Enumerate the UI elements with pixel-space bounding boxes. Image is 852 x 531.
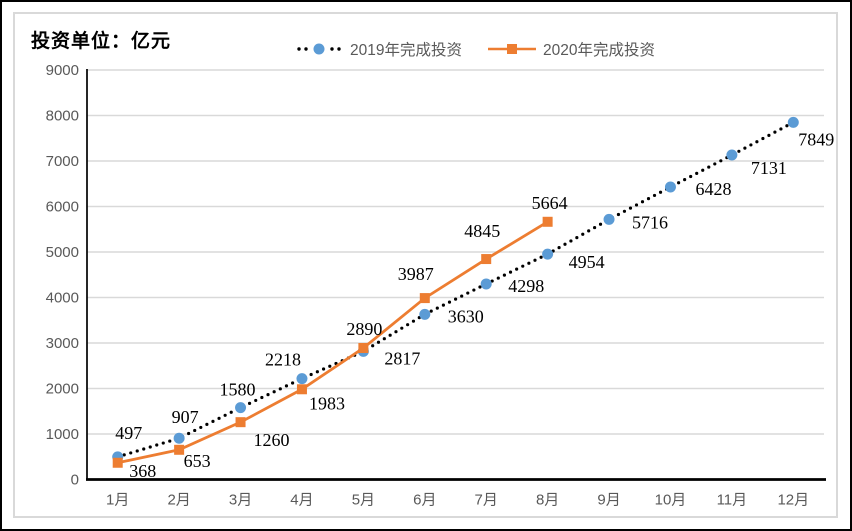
- xtick-label: 1月: [106, 492, 129, 509]
- data-point-marker: [603, 213, 615, 225]
- legend-label-2019: 2019年完成投资: [350, 42, 462, 59]
- data-point-marker: [726, 149, 738, 161]
- data-label: 368: [129, 461, 156, 481]
- ytick-label: 3000: [46, 335, 79, 352]
- xtick-label: 8月: [536, 492, 559, 509]
- ytick-label: 9000: [46, 62, 79, 79]
- data-label: 497: [115, 423, 142, 443]
- ytick-label: 8000: [46, 108, 79, 125]
- data-label: 907: [172, 407, 199, 427]
- data-point-marker: [542, 248, 554, 260]
- data-point-marker: [664, 181, 676, 193]
- data-label: 2890: [346, 319, 382, 339]
- legend-item-2019: 2019年完成投资: [295, 38, 462, 60]
- ytick-label: 1000: [46, 426, 79, 443]
- data-label: 4954: [569, 252, 605, 272]
- legend: 2019年完成投资 2020年完成投资: [295, 38, 655, 60]
- data-point-marker: [358, 343, 369, 354]
- xtick-label: 5月: [352, 492, 375, 509]
- xtick-label: 12月: [777, 492, 809, 509]
- ytick-label: 4000: [46, 290, 79, 307]
- ytick-label: 6000: [46, 199, 79, 216]
- ytick-label: 2000: [46, 381, 79, 398]
- data-label: 7131: [751, 158, 787, 178]
- series-line-2019年完成投资: [116, 120, 795, 459]
- data-label: 6428: [695, 179, 731, 199]
- data-label: 7849: [798, 129, 834, 149]
- data-point-marker: [235, 402, 247, 414]
- data-label: 3630: [448, 306, 484, 326]
- xtick-label: 7月: [475, 492, 498, 509]
- data-point-marker: [296, 384, 307, 395]
- ytick-label: 5000: [46, 244, 79, 261]
- data-label: 4298: [508, 276, 544, 296]
- series-line-2020年完成投资: [117, 220, 549, 465]
- xtick-label: 9月: [597, 492, 620, 509]
- data-point-marker: [174, 444, 185, 455]
- data-label: 1580: [220, 380, 256, 400]
- data-label: 2817: [384, 348, 420, 368]
- xtick-label: 10月: [655, 492, 687, 509]
- dotted-line-circle-marker-icon: [297, 43, 341, 55]
- legend-item-2020: 2020年完成投资: [487, 38, 655, 60]
- data-point-marker: [480, 278, 492, 290]
- data-point-marker: [173, 432, 185, 444]
- ytick-label: 0: [71, 472, 79, 489]
- data-point-marker: [112, 457, 123, 468]
- xtick-label: 6月: [413, 492, 436, 509]
- data-point-marker: [542, 216, 553, 227]
- data-label: 3987: [398, 264, 434, 284]
- xtick-label: 4月: [290, 492, 313, 509]
- data-label: 4845: [464, 221, 500, 241]
- solid-line-square-marker-icon: [487, 44, 536, 54]
- data-point-marker: [787, 116, 799, 128]
- data-label: 1260: [254, 430, 290, 450]
- xtick-label: 11月: [717, 492, 748, 509]
- data-label: 5716: [632, 212, 668, 232]
- data-point-marker: [481, 254, 492, 265]
- xtick-label: 2月: [167, 492, 190, 509]
- data-point-marker: [419, 308, 431, 320]
- data-label: 653: [184, 451, 211, 471]
- data-label: 1983: [309, 393, 345, 413]
- axis-unit-label: 投资单位：亿元: [31, 31, 172, 52]
- ytick-label: 7000: [46, 153, 79, 170]
- legend-label-2020: 2020年完成投资: [542, 42, 655, 59]
- xtick-label: 3月: [229, 492, 252, 509]
- data-label: 2218: [265, 350, 301, 370]
- data-point-marker: [296, 373, 308, 385]
- data-label: 5664: [532, 193, 568, 213]
- data-point-marker: [419, 293, 430, 304]
- data-point-marker: [235, 417, 246, 428]
